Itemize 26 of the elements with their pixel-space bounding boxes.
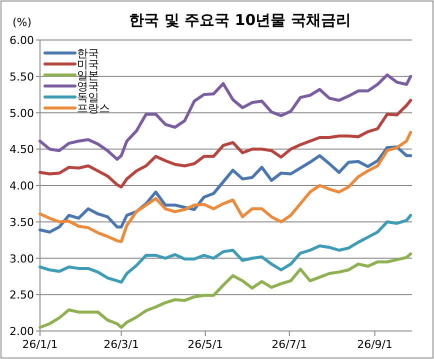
line-series (38, 145, 412, 234)
x-tick-label: 26/9/1 (357, 338, 393, 351)
y-tick-label: 6.00 (10, 34, 34, 47)
x-tick-label: 26/1/1 (22, 338, 58, 351)
legend-label: 영국 (77, 80, 99, 93)
legend-label: 일본 (77, 69, 99, 82)
y-tick-label: 5.50 (10, 70, 34, 84)
y-tick-label: 2.50 (10, 288, 34, 302)
legend-label: 미국 (77, 58, 99, 71)
legend-label: 독일 (77, 91, 99, 104)
x-tick-label: 26/3/1 (104, 338, 139, 351)
y-tick-label: 3.00 (10, 252, 34, 266)
y-tick-label: 4.00 (10, 180, 34, 192)
y-tick-label: 3.50 (10, 216, 34, 229)
line-series (38, 130, 412, 244)
x-tick-label: 26/5/1 (188, 338, 224, 351)
x-tick-label: 26/7/1 (272, 338, 308, 351)
chart-title: 한국 및 주요국 10년물 국채금리 (129, 11, 351, 29)
y-tick-label: 5.00 (10, 106, 34, 120)
y-tick-label: 2.00 (10, 325, 34, 338)
line-series (38, 252, 412, 329)
y-tick-label: 4.50 (10, 143, 34, 156)
y-axis-title: (%) (12, 16, 32, 29)
legend-label: 한국 (77, 47, 99, 60)
line-series (38, 214, 412, 284)
legend-label: 프랑스 (77, 102, 110, 115)
